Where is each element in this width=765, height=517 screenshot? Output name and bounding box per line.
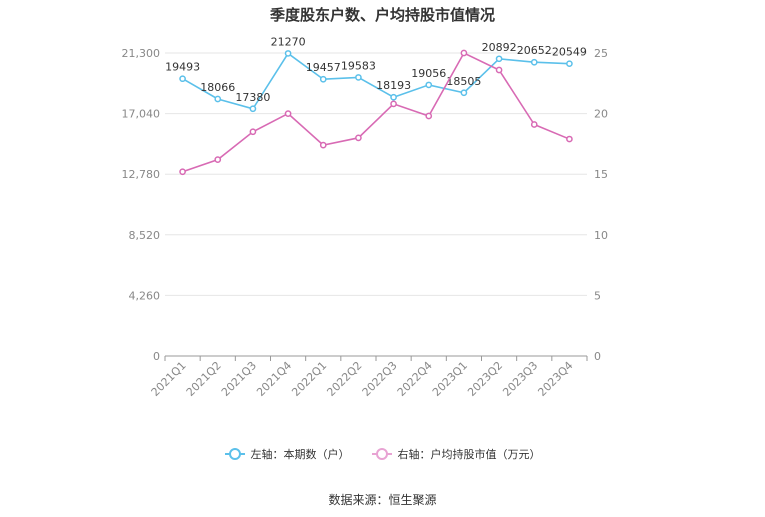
data-point-left [249, 105, 257, 113]
data-point-left [495, 55, 503, 63]
legend-label-right: 右轴：户均持股市值（万元） [397, 448, 541, 461]
data-point-left [425, 81, 433, 89]
data-label: 18066 [200, 81, 235, 94]
data-label: 18505 [446, 75, 481, 88]
x-axis-tick-label: 2021Q3 [219, 359, 259, 399]
data-label: 19457 [306, 61, 341, 74]
right-axis-tick-label: 15 [594, 168, 608, 181]
legend-swatch-right [371, 448, 392, 460]
x-axis-tick-label: 2022Q2 [324, 359, 364, 399]
left-axis-tick-label: 4,260 [129, 289, 161, 302]
data-label: 21270 [271, 35, 306, 48]
legend-item-right[interactable]: 右轴：户均持股市值（万元） [371, 446, 541, 462]
chart-legend: 左轴：本期数（户） 右轴：户均持股市值（万元） [0, 446, 765, 462]
data-point-left [355, 74, 362, 81]
right-axis-tick-label: 0 [594, 350, 601, 363]
data-point-right [566, 135, 573, 143]
data-label: 20549 [552, 46, 587, 59]
right-axis-tick-label: 5 [594, 289, 601, 302]
data-point-right [530, 121, 538, 128]
x-axis-tick-label: 2022Q1 [289, 359, 329, 399]
data-point-right [249, 128, 257, 136]
x-axis-tick-label: 2023Q1 [430, 359, 470, 399]
data-label: 19056 [411, 67, 446, 80]
data-label: 19583 [341, 59, 376, 72]
data-point-right [495, 66, 503, 74]
data-point-right [390, 100, 397, 108]
right-axis-tick-label: 25 [594, 47, 608, 60]
data-point-right [355, 134, 362, 142]
legend-item-left[interactable]: 左轴：本期数（户） [224, 446, 350, 462]
x-axis-tick-label: 2021Q2 [184, 359, 224, 399]
data-label: 20652 [517, 44, 552, 57]
x-axis-tick-label: 2022Q3 [360, 359, 400, 399]
data-label: 17380 [235, 91, 270, 104]
left-axis-tick-label: 0 [153, 350, 160, 363]
data-point-left [390, 93, 397, 101]
data-point-right [319, 141, 327, 149]
data-point-left [214, 95, 222, 103]
left-axis-tick-label: 17,040 [122, 108, 161, 121]
left-axis-tick-label: 12,780 [122, 168, 161, 181]
data-point-right [460, 49, 468, 57]
data-point-right [179, 168, 186, 176]
data-point-left [319, 75, 327, 83]
right-axis-tick-label: 10 [594, 229, 608, 242]
source-note: 数据来源：恒生聚源 [328, 493, 437, 507]
x-axis-tick-label: 2023Q4 [535, 359, 575, 399]
data-point-left [284, 50, 292, 57]
data-label: 18193 [376, 79, 411, 92]
data-label: 19493 [165, 61, 200, 74]
x-axis-tick-label: 2021Q1 [149, 359, 189, 399]
legend-swatch-left [224, 448, 245, 460]
chart-title: 季度股东户数、户均持股市值情况 [269, 6, 495, 24]
data-point-right [425, 112, 433, 120]
data-point-left [460, 89, 468, 97]
data-point-right [284, 110, 292, 117]
data-point-left [566, 60, 573, 68]
left-axis-tick-label: 21,300 [122, 47, 161, 60]
data-label: 20892 [482, 41, 517, 54]
x-axis-tick-label: 2023Q3 [500, 359, 540, 399]
data-point-right [214, 156, 222, 164]
left-axis-tick-label: 8,520 [129, 229, 161, 242]
x-axis-tick-label: 2023Q2 [465, 359, 505, 399]
right-axis-tick-label: 20 [594, 108, 608, 121]
data-point-left [530, 58, 538, 66]
data-point-left [179, 75, 186, 83]
series-line-right [182, 51, 570, 173]
x-axis-tick-label: 2022Q4 [395, 359, 435, 399]
legend-label-left: 左轴：本期数（户） [250, 448, 350, 461]
x-axis-tick-label: 2021Q4 [254, 359, 294, 399]
series-line-left [182, 52, 570, 110]
